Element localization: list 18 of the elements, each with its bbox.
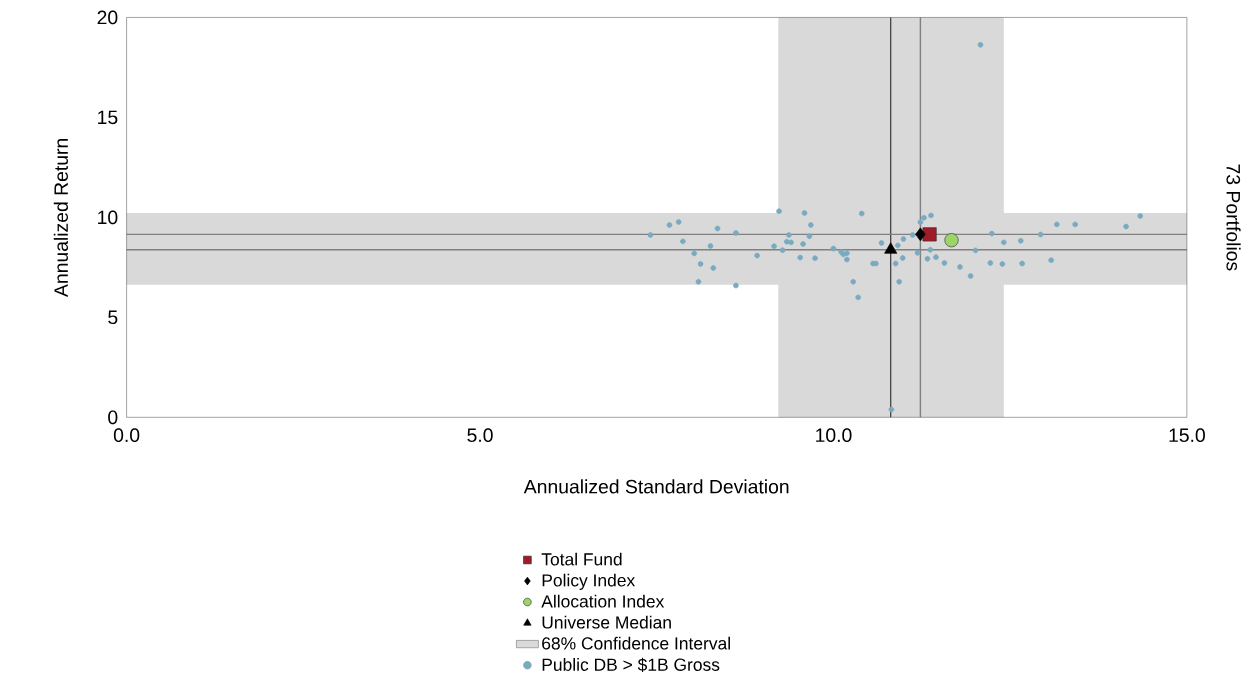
y-axis-title: Annualized Return — [53, 138, 68, 297]
x-axis-title: Annualized Standard Deviation — [523, 479, 789, 494]
legend-label: Public DB > $1B Gross — [542, 657, 720, 672]
x-tick-label: 15.0 — [1169, 428, 1205, 442]
x-tick-label: 10.0 — [816, 428, 852, 442]
y-tick-label: 20 — [97, 10, 118, 25]
x-tick-label: 5.0 — [467, 428, 493, 442]
legend-label: Allocation Index — [541, 594, 665, 608]
y-tick-label: 10 — [98, 210, 118, 225]
x-tick-label: 0.0 — [113, 428, 140, 442]
legend-label: Universe Median — [542, 615, 671, 629]
y-tick-label: 5 — [108, 310, 118, 324]
y-tick-label: 0 — [108, 410, 118, 425]
y-tick-label: 15 — [98, 110, 118, 125]
legend-label: 68% Confidence Interval — [542, 636, 730, 650]
text: 73 Portfolios — [1226, 164, 1241, 271]
legend-label: Total Fund — [541, 552, 622, 566]
legend-label: Policy Index — [542, 573, 636, 590]
